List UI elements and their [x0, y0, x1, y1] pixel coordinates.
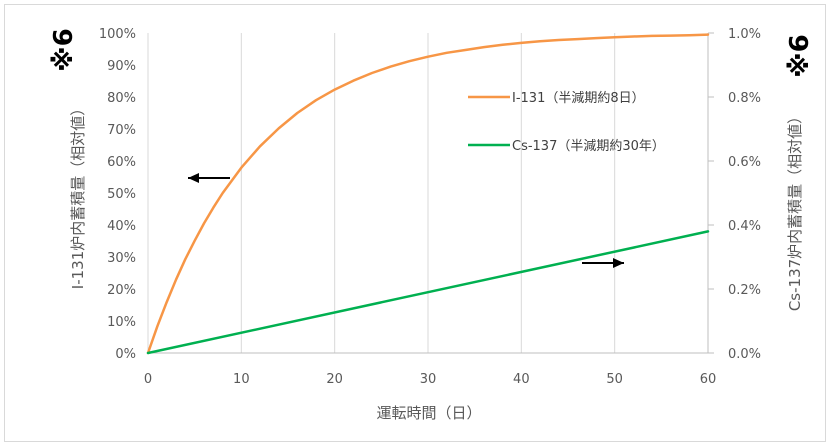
x-tick-label: 60 [700, 372, 717, 387]
x-tick-label: 10 [233, 372, 250, 387]
x-tick-label: 50 [606, 372, 623, 387]
axis-arrows [188, 173, 624, 268]
tick-labels: 0 10 20 30 40 50 60 0% 10% 20% 30% 40% 50% 60% 70% 80% 9… [99, 27, 761, 387]
y-left-tick-label: 50% [107, 187, 136, 202]
y-right-tick-label: 0.6% [728, 155, 761, 170]
x-tick-label: 40 [513, 372, 530, 387]
x-axis-title: 運転時間（日） [376, 404, 481, 422]
y-left-tick-label: 0% [115, 347, 136, 362]
x-tick-label: 0 [144, 372, 152, 387]
x-tick-label: 30 [420, 372, 437, 387]
y-left-tick-label: 70% [107, 123, 136, 138]
legend: I-131（半減期約8日） Cs-137（半減期約30年） [468, 90, 665, 154]
series-line-i131 [146, 33, 710, 355]
axes [147, 32, 714, 354]
y-left-tick-label: 30% [107, 251, 136, 266]
gridlines [240, 33, 616, 353]
chart-frame [4, 4, 826, 442]
legend-label-cs137: Cs-137（半減期約30年） [512, 138, 665, 154]
y-right-tick-label: 0.0% [728, 347, 761, 362]
y-axis-title-left: I-131炉内蓄積量（相対値） [69, 101, 87, 289]
y-left-tick-label: 60% [107, 155, 136, 170]
y-left-tick-label: 80% [107, 91, 136, 106]
note-mark-left: ※6 [49, 28, 79, 71]
y-left-tick-label: 10% [107, 315, 136, 330]
y-axis-title-right: Cs-137炉内蓄積量（相対値） [786, 109, 804, 311]
arrow-left-head [188, 173, 199, 183]
series-lines [146, 33, 710, 355]
x-tick-label: 20 [326, 372, 343, 387]
y-right-tick-label: 0.2% [728, 283, 761, 298]
y-left-tick-label: 40% [107, 219, 136, 234]
legend-label-i131: I-131（半減期約8日） [512, 90, 645, 106]
y-right-tick-label: 1.0% [728, 27, 761, 42]
y-left-tick-label: 90% [107, 59, 136, 74]
note-mark-right: ※6 [785, 34, 815, 77]
arrow-right-head [613, 258, 624, 268]
y-right-tick-label: 0.8% [728, 91, 761, 106]
y-right-tick-label: 0.4% [728, 219, 761, 234]
series-line-cs137 [146, 230, 710, 355]
y-left-tick-label: 100% [99, 27, 136, 42]
y-left-tick-label: 20% [107, 283, 136, 298]
